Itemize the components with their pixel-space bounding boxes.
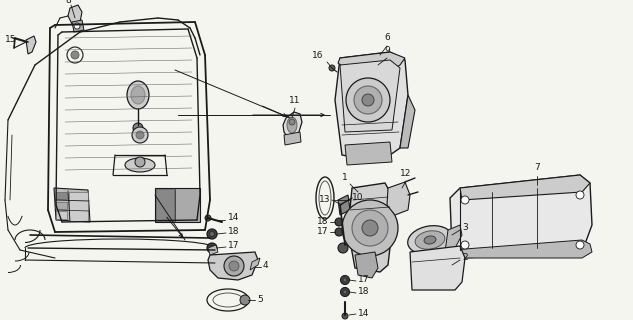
Circle shape bbox=[576, 191, 584, 199]
Ellipse shape bbox=[415, 231, 445, 249]
Polygon shape bbox=[68, 5, 82, 24]
Circle shape bbox=[224, 256, 244, 276]
Text: 15: 15 bbox=[5, 36, 16, 44]
Circle shape bbox=[329, 65, 335, 71]
Polygon shape bbox=[56, 192, 67, 199]
Polygon shape bbox=[410, 246, 465, 290]
Circle shape bbox=[210, 231, 215, 236]
Polygon shape bbox=[72, 20, 84, 32]
Circle shape bbox=[136, 131, 144, 139]
Text: 7: 7 bbox=[534, 163, 540, 172]
Circle shape bbox=[207, 229, 217, 239]
Circle shape bbox=[346, 78, 390, 122]
Circle shape bbox=[335, 218, 343, 226]
Polygon shape bbox=[460, 175, 590, 200]
Text: 17: 17 bbox=[316, 228, 328, 236]
Text: 1: 1 bbox=[342, 173, 348, 182]
Polygon shape bbox=[54, 188, 90, 222]
Circle shape bbox=[576, 241, 584, 249]
Circle shape bbox=[342, 200, 398, 256]
Polygon shape bbox=[283, 112, 302, 138]
Polygon shape bbox=[156, 189, 174, 221]
Polygon shape bbox=[69, 192, 88, 221]
Text: 14: 14 bbox=[228, 213, 239, 222]
Text: 3: 3 bbox=[462, 223, 468, 233]
Polygon shape bbox=[445, 225, 462, 252]
Polygon shape bbox=[340, 60, 400, 132]
Text: 18: 18 bbox=[316, 218, 328, 227]
Circle shape bbox=[461, 196, 469, 204]
Circle shape bbox=[205, 215, 211, 221]
Polygon shape bbox=[208, 252, 258, 280]
Ellipse shape bbox=[131, 86, 145, 104]
Text: 17: 17 bbox=[358, 276, 370, 284]
Text: 12: 12 bbox=[400, 169, 411, 178]
Circle shape bbox=[133, 123, 143, 133]
Polygon shape bbox=[348, 183, 392, 272]
Text: 11: 11 bbox=[289, 96, 301, 105]
Circle shape bbox=[240, 295, 250, 305]
Circle shape bbox=[71, 51, 79, 59]
Circle shape bbox=[362, 94, 374, 106]
Text: 6: 6 bbox=[384, 33, 390, 42]
Circle shape bbox=[362, 220, 378, 236]
Text: 18: 18 bbox=[358, 287, 370, 297]
Circle shape bbox=[229, 261, 239, 271]
Text: 2: 2 bbox=[462, 253, 468, 262]
Circle shape bbox=[341, 287, 349, 297]
Polygon shape bbox=[155, 188, 200, 222]
Circle shape bbox=[210, 245, 215, 251]
Text: 4: 4 bbox=[263, 261, 268, 270]
Ellipse shape bbox=[408, 226, 453, 254]
Text: 13: 13 bbox=[318, 196, 330, 204]
Polygon shape bbox=[284, 132, 301, 145]
Circle shape bbox=[289, 119, 295, 125]
Circle shape bbox=[352, 210, 388, 246]
Polygon shape bbox=[335, 52, 408, 162]
Circle shape bbox=[343, 278, 347, 282]
Circle shape bbox=[342, 313, 348, 319]
Circle shape bbox=[343, 290, 347, 294]
Polygon shape bbox=[452, 240, 592, 258]
Text: 10: 10 bbox=[352, 194, 363, 203]
Text: 16: 16 bbox=[311, 51, 323, 60]
Ellipse shape bbox=[125, 158, 155, 172]
Text: 5: 5 bbox=[257, 295, 263, 305]
Circle shape bbox=[132, 127, 148, 143]
Circle shape bbox=[135, 157, 145, 167]
Polygon shape bbox=[355, 252, 378, 278]
Polygon shape bbox=[387, 182, 410, 215]
Text: 9: 9 bbox=[384, 46, 390, 55]
Polygon shape bbox=[345, 142, 392, 165]
Circle shape bbox=[461, 241, 469, 249]
Polygon shape bbox=[56, 211, 67, 219]
Polygon shape bbox=[400, 95, 415, 148]
Polygon shape bbox=[208, 245, 218, 255]
Text: 8: 8 bbox=[65, 0, 71, 5]
Text: 18: 18 bbox=[228, 228, 239, 236]
Circle shape bbox=[74, 23, 80, 29]
Circle shape bbox=[341, 276, 349, 284]
Polygon shape bbox=[450, 175, 592, 258]
Polygon shape bbox=[56, 202, 67, 209]
Circle shape bbox=[338, 243, 348, 253]
Polygon shape bbox=[26, 36, 36, 54]
Circle shape bbox=[354, 86, 382, 114]
Ellipse shape bbox=[287, 117, 297, 133]
Ellipse shape bbox=[424, 236, 436, 244]
Polygon shape bbox=[250, 258, 260, 270]
Polygon shape bbox=[338, 52, 405, 70]
Text: 14: 14 bbox=[358, 308, 370, 317]
Polygon shape bbox=[338, 195, 350, 215]
Circle shape bbox=[207, 243, 217, 253]
Ellipse shape bbox=[127, 81, 149, 109]
Text: 17: 17 bbox=[228, 242, 239, 251]
Circle shape bbox=[335, 228, 343, 236]
